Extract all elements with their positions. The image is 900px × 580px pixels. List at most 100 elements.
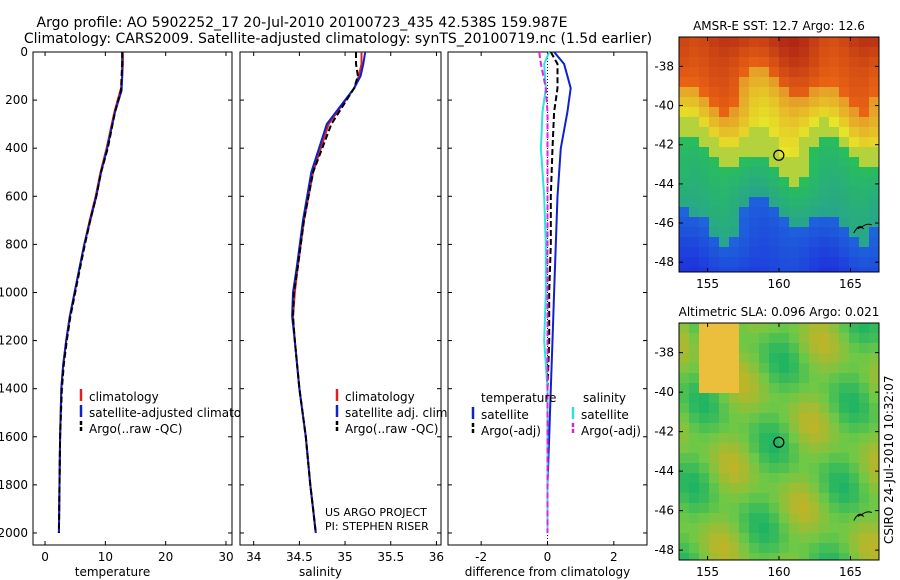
map-cell (849, 403, 860, 414)
map-cell (789, 443, 800, 454)
coastline (853, 511, 873, 521)
map-cell (809, 187, 820, 198)
map-cell (799, 117, 810, 128)
map-cell (769, 533, 780, 544)
map-cell (679, 217, 690, 228)
map-cell (839, 137, 850, 148)
x-tick-label: 30 (218, 550, 233, 564)
map-cell (779, 227, 790, 238)
map-cell (699, 493, 710, 504)
x-tick-label: 35 (337, 550, 352, 564)
map-cell (759, 413, 770, 424)
map-cell (869, 247, 879, 258)
map-cell (819, 217, 830, 228)
map-cell (699, 343, 710, 354)
map-panel-1: AMSR-E SST: 12.7 Argo: 12.6 -38 -40 -42 -44 -… (654, 19, 880, 291)
x-tick-label: 155 (696, 277, 719, 291)
map-cell (789, 197, 800, 208)
map-cell (859, 533, 870, 544)
map-cell (749, 167, 760, 178)
x-axis-label: temperature (75, 565, 150, 579)
map-cell (699, 483, 710, 494)
map-cell (749, 553, 760, 560)
map-cell (759, 227, 770, 238)
map-cell (809, 323, 820, 334)
map-cell (819, 177, 830, 188)
map-cell (869, 77, 879, 88)
map-cell (749, 257, 760, 268)
map-cell (699, 137, 710, 148)
map-cell (759, 47, 770, 58)
map-cell (709, 513, 720, 524)
map-cell (829, 107, 840, 118)
map-cell (679, 553, 690, 560)
map-cell (849, 237, 860, 248)
map-cell (809, 353, 820, 364)
map-cell (819, 363, 830, 374)
map-cell (839, 67, 850, 78)
map-cell (739, 493, 750, 504)
map-cell (829, 247, 840, 258)
map-cell (839, 47, 850, 58)
map-cell (859, 167, 870, 178)
map-cell (789, 523, 800, 534)
footer-credit: CSIRO 24-Jul-2010 10:32:07 (882, 376, 896, 544)
map-cell (849, 553, 860, 560)
map-cell (799, 227, 810, 238)
map-cell (809, 463, 820, 474)
map-cell (729, 323, 740, 334)
map-cell (869, 137, 879, 148)
series-line-3 (57, 52, 124, 534)
map-cell (829, 137, 840, 148)
map-cell (839, 413, 850, 424)
argo-location-marker (773, 149, 785, 161)
map-cell (779, 207, 790, 218)
map-cell (829, 177, 840, 188)
map-cell (739, 433, 750, 444)
map-cell (829, 493, 840, 504)
map-cell (759, 433, 770, 444)
map-cell (859, 177, 870, 188)
x-tick-label: 0 (41, 550, 49, 564)
map-cell (739, 373, 750, 384)
x-tick-label: 20 (158, 550, 173, 564)
map-cell (719, 323, 730, 334)
map-cell (859, 483, 870, 494)
map-cell (729, 453, 740, 464)
map-cell (789, 533, 800, 544)
map-cell (789, 363, 800, 374)
map-cell (799, 323, 810, 334)
map-cell (809, 157, 820, 168)
map-cell (739, 423, 750, 434)
map-cell (719, 247, 730, 258)
map-cell (779, 513, 790, 524)
map-cell (859, 127, 870, 138)
map-cell (789, 97, 800, 108)
map-cell (739, 323, 750, 334)
map-cell (869, 413, 879, 424)
map-cell (729, 117, 740, 128)
map-cell (749, 353, 760, 364)
map-cell (829, 443, 840, 454)
map-cell (739, 363, 750, 374)
map-cell (709, 117, 720, 128)
map-cell (719, 433, 730, 444)
map-cell (749, 97, 760, 108)
legend-label: climatology (345, 390, 415, 404)
map-cell (709, 393, 720, 404)
map-cell (849, 423, 860, 434)
map-cell (779, 503, 790, 514)
y-tick-label: -48 (654, 255, 674, 269)
map-cell (699, 147, 710, 158)
map-cell (709, 247, 720, 258)
map-cell (839, 257, 850, 268)
map-cell (819, 403, 830, 414)
map-cell (849, 137, 860, 148)
map-cell (799, 77, 810, 88)
map-cell (799, 57, 810, 68)
map-cell (869, 543, 879, 554)
map-cell (719, 267, 730, 272)
map-cell (789, 473, 800, 484)
map-cell (849, 97, 860, 108)
map-cell (779, 127, 790, 138)
